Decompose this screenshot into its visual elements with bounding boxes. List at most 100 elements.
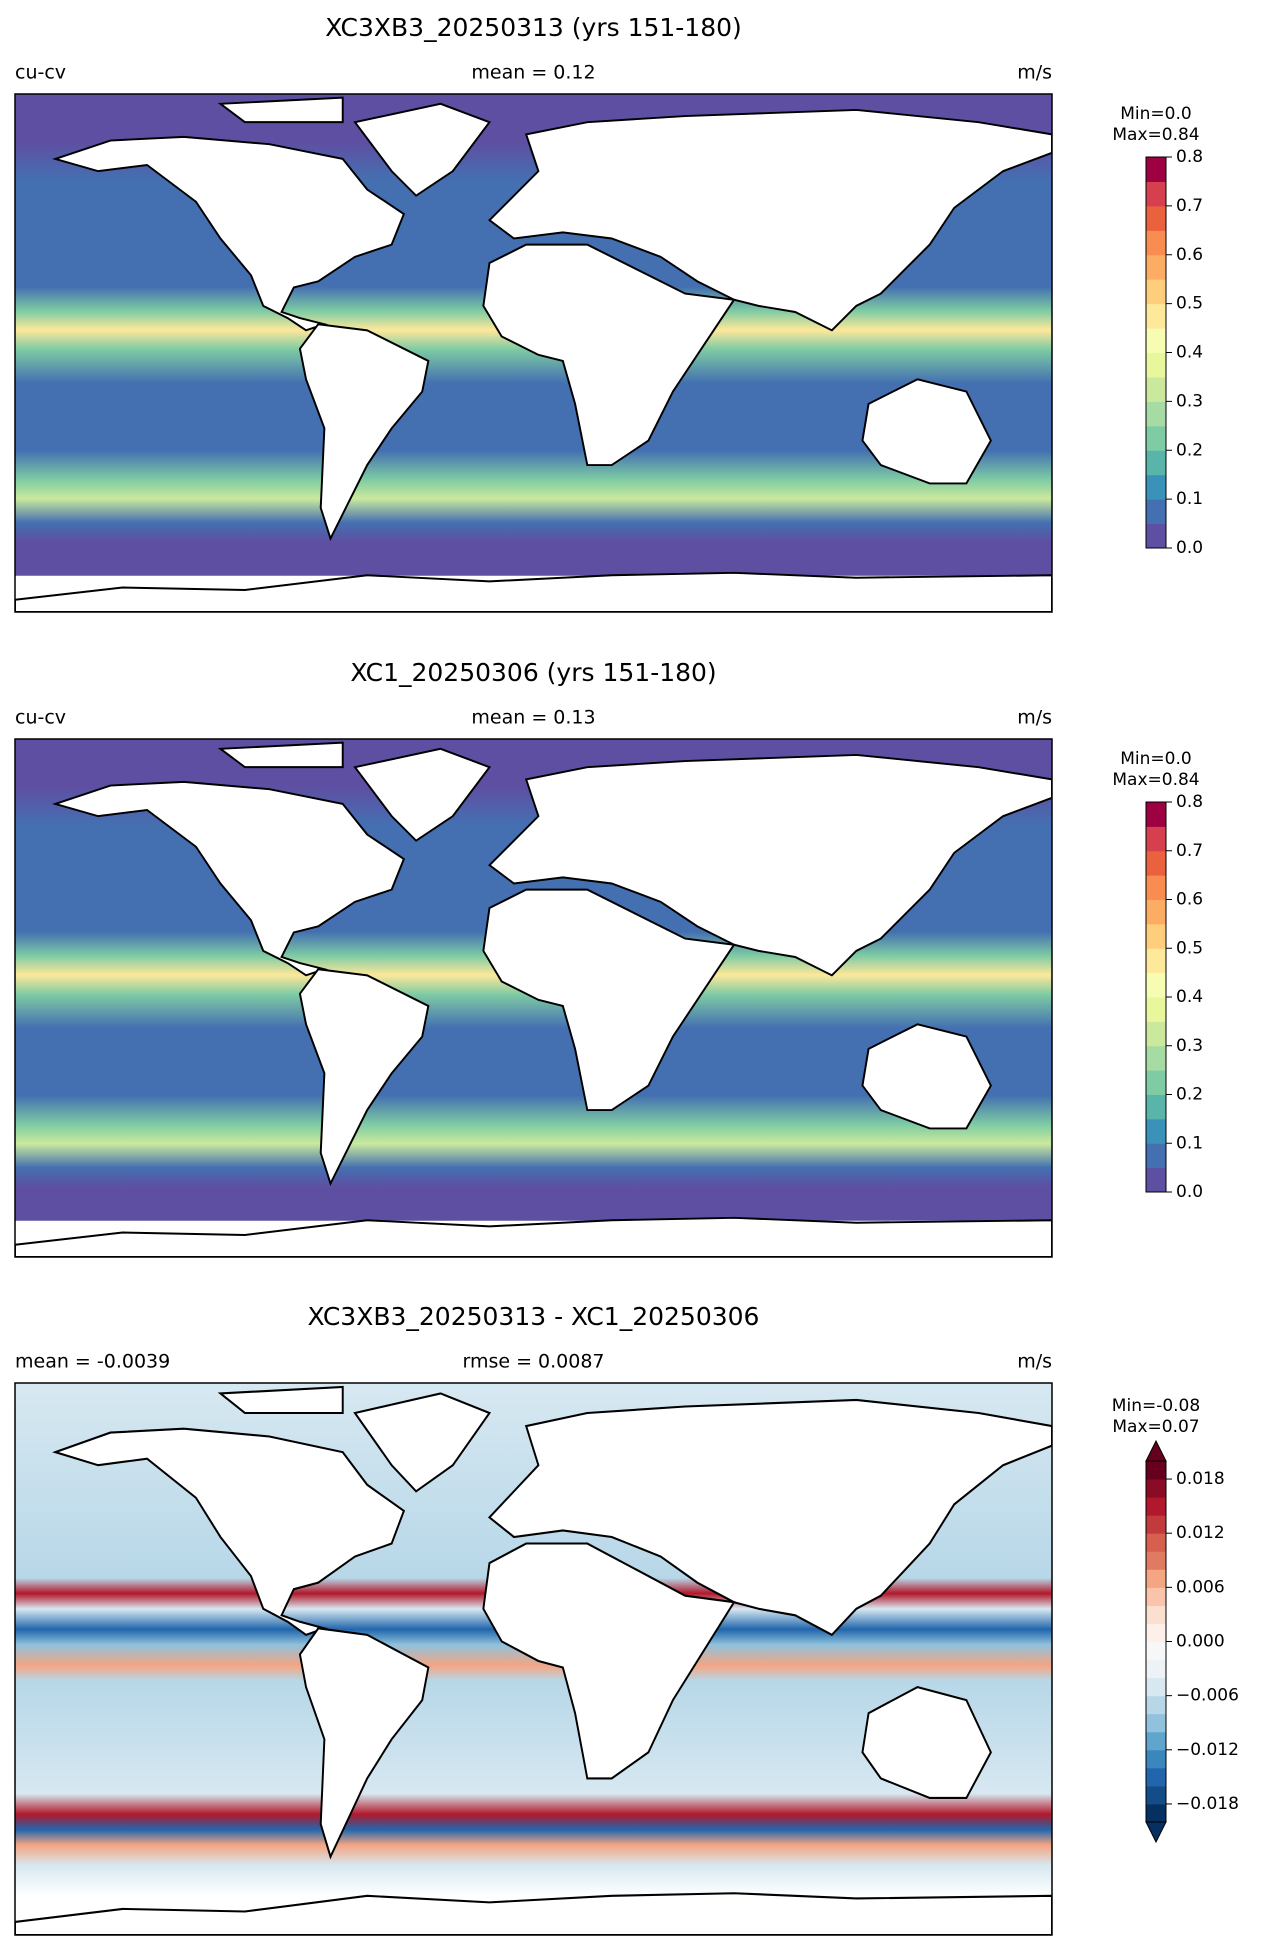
colorbar-segment [1146, 1551, 1166, 1570]
colorbar-segment [1146, 230, 1166, 256]
colorbar-segment [1146, 157, 1166, 182]
map-frame [14, 93, 1053, 613]
map [15, 94, 1052, 612]
colorbar-extension [1145, 1821, 1167, 1844]
colorbar-tick-label: 0.6 [1176, 245, 1203, 265]
colorbar-segment [1146, 254, 1166, 280]
colorbar-tick-label: 0.018 [1176, 1469, 1225, 1489]
max-text: Max=0.84 [1112, 125, 1199, 145]
colorbar-segment [1146, 1479, 1166, 1498]
colorbar-tick-label: 0.1 [1176, 1133, 1203, 1153]
colorbar-segment [1146, 1021, 1166, 1047]
colorbar-segment [1146, 1461, 1166, 1480]
colorbar-segment [1146, 499, 1166, 525]
colorbar-tick-label: −0.012 [1176, 1740, 1239, 1760]
colorbar-tick-label: 0.0 [1176, 538, 1203, 558]
colorbar-tick-label: 0.1 [1176, 489, 1203, 509]
colorbar-tick-label: −0.018 [1176, 1794, 1239, 1814]
colorbar-segment [1146, 1070, 1166, 1095]
colorbar-tick-label: 0.7 [1176, 841, 1203, 861]
colorbar-segment [1146, 1731, 1166, 1751]
colorbar-segment [1146, 279, 1166, 305]
colorbar-segment [1146, 1515, 1166, 1534]
colorbar-tick-label: 0.4 [1176, 343, 1203, 363]
left-label: cu-cv [15, 62, 66, 84]
colorbar-segment [1146, 875, 1166, 900]
colorbar-tick-label: 0.7 [1176, 196, 1203, 216]
colorbar-tick-label: 0.012 [1176, 1523, 1225, 1543]
panel-title: XC3XB3_20250313 - XC1_20250306 [308, 1302, 760, 1331]
colorbar-tick-label: 0.000 [1176, 1632, 1225, 1652]
colorbar-segment [1146, 850, 1166, 876]
colorbar-segment [1146, 899, 1166, 925]
colorbar-segment [1146, 802, 1166, 827]
colorbar-tick-label: 0.8 [1176, 147, 1203, 167]
left-label: mean = -0.0039 [15, 1351, 170, 1373]
right-label: m/s [1017, 707, 1052, 729]
colorbar-segment [1146, 1587, 1166, 1606]
colorbar-tick-label: 0.4 [1176, 987, 1203, 1007]
min-text: Min=0.0 [1120, 749, 1191, 769]
panel: XC3XB3_20250313 (yrs 151-180) cu-cv mean =… [14, 13, 1203, 613]
colorbar-segment [1146, 1045, 1166, 1071]
colorbar-segment [1146, 205, 1166, 231]
colorbar-segment [1146, 1713, 1166, 1733]
map [15, 739, 1052, 1257]
right-label: m/s [1017, 1351, 1052, 1373]
colorbar-segment [1146, 376, 1166, 402]
colorbar-segment [1146, 523, 1166, 549]
colorbar-segment [1146, 1094, 1166, 1120]
colorbar-tick-label: −0.006 [1176, 1686, 1239, 1706]
colorbar-tick-label: 0.5 [1176, 938, 1203, 958]
colorbar-segment [1146, 401, 1166, 427]
colorbar-segment [1146, 1767, 1166, 1787]
center-label: mean = 0.13 [471, 707, 595, 729]
colorbar-segment [1146, 1497, 1166, 1516]
colorbar-segment [1146, 1143, 1166, 1169]
panel: XC1_20250306 (yrs 151-180) cu-cv mean = 0.… [14, 658, 1203, 1258]
colorbar-segment [1146, 303, 1166, 329]
colorbar-segment [1146, 1641, 1166, 1661]
colorbar-segment [1146, 1695, 1166, 1715]
right-label: m/s [1017, 62, 1052, 84]
colorbar-segment [1146, 1659, 1166, 1679]
min-text: Min=-0.08 [1112, 1396, 1200, 1416]
map [15, 1383, 1052, 1935]
colorbar-tick-label: 0.3 [1176, 1036, 1203, 1056]
panel-title: XC3XB3_20250313 (yrs 151-180) [325, 13, 742, 42]
colorbar-segment [1146, 826, 1166, 852]
colorbar-segment [1146, 181, 1166, 207]
colorbar-segment [1146, 923, 1166, 949]
colorbar-tick-label: 0.0 [1176, 1182, 1203, 1202]
colorbar-tick-label: 0.5 [1176, 294, 1203, 314]
center-label: rmse = 0.0087 [462, 1351, 604, 1373]
colorbar-segment [1146, 972, 1166, 998]
max-text: Max=0.84 [1112, 770, 1199, 790]
colorbar-segment [1146, 997, 1166, 1022]
map-frame [14, 1382, 1053, 1936]
colorbar-segment [1146, 425, 1166, 451]
colorbar-segment [1146, 1533, 1166, 1552]
colorbar-segment [1146, 1569, 1166, 1588]
max-text: Max=0.07 [1112, 1417, 1199, 1437]
colorbar-segment [1146, 474, 1166, 500]
colorbar-tick-label: 0.2 [1176, 1085, 1203, 1105]
colorbar-segment [1146, 352, 1166, 378]
colorbar-tick-label: 0.006 [1176, 1577, 1225, 1597]
colorbar-segment [1146, 1677, 1166, 1697]
colorbar-segment [1146, 1605, 1166, 1624]
colorbar-segment [1146, 1167, 1166, 1193]
colorbar-tick-label: 0.3 [1176, 391, 1203, 411]
colorbar-segment [1146, 1785, 1166, 1805]
colorbar-tick-label: 0.2 [1176, 440, 1203, 460]
map-frame [14, 738, 1053, 1258]
colorbar-segment [1146, 948, 1166, 974]
min-text: Min=0.0 [1120, 104, 1191, 124]
colorbar-tick-label: 0.8 [1176, 792, 1203, 812]
colorbar-segment [1146, 450, 1166, 476]
colorbar-segment [1146, 1118, 1166, 1144]
center-label: mean = 0.12 [471, 62, 595, 84]
colorbar-segment [1146, 1803, 1166, 1823]
